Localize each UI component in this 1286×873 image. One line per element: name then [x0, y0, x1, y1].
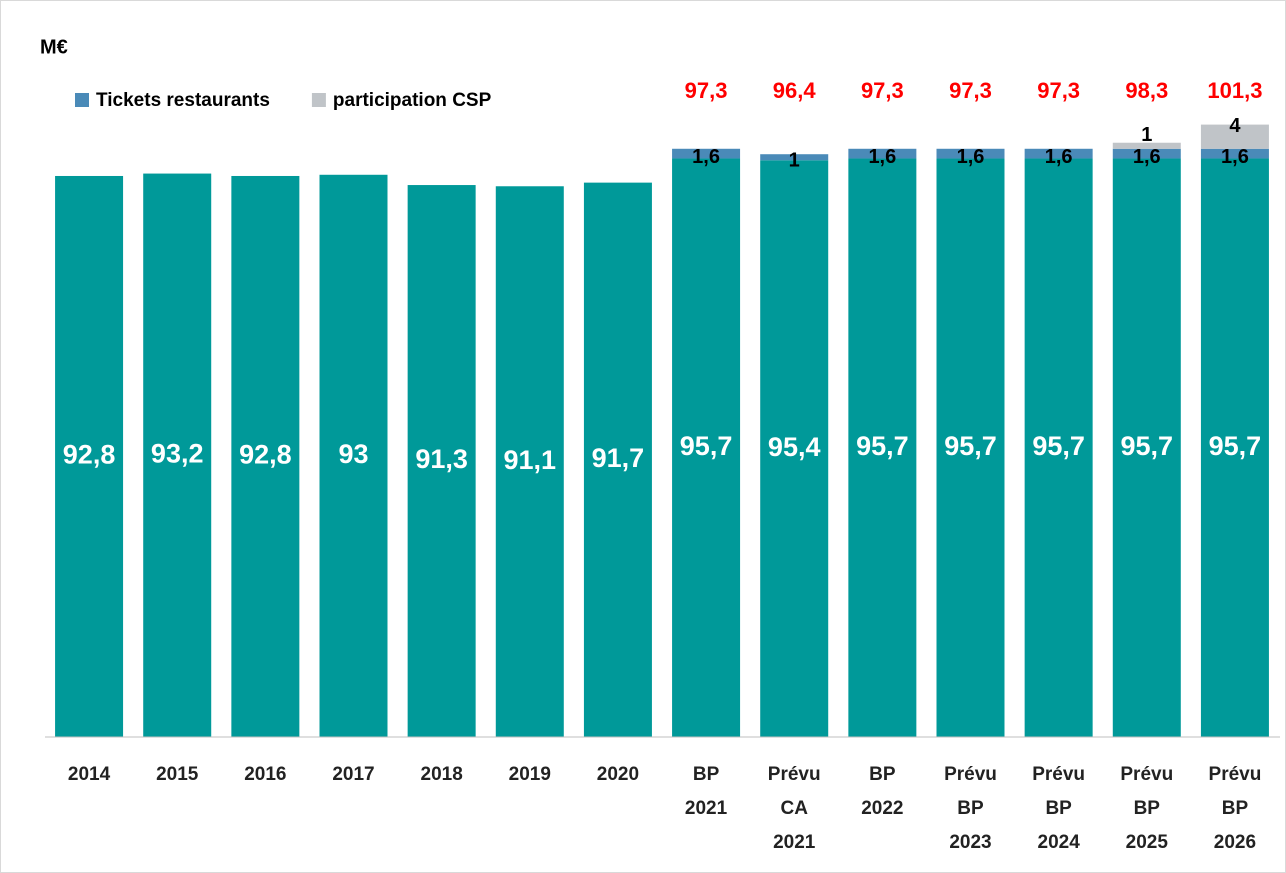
value-label: 1,6	[1133, 146, 1161, 168]
value-label: 1	[789, 150, 800, 172]
total-label: 97,3	[861, 78, 904, 103]
x-tick-label: Prévu	[944, 764, 997, 785]
value-label: 91,3	[415, 444, 468, 474]
value-label: 95,7	[1209, 431, 1262, 461]
x-tick-label: 2024	[1038, 832, 1081, 853]
x-tick-label: BP	[957, 798, 984, 819]
x-tick-label: BP	[1134, 798, 1161, 819]
bar-segment	[1024, 148, 1093, 159]
value-label: 95,7	[1121, 431, 1174, 461]
x-tick-label: 2021	[685, 798, 728, 819]
bar-segment	[1200, 124, 1269, 149]
x-tick-label: 2025	[1126, 832, 1169, 853]
legend-swatch	[311, 93, 326, 107]
x-tick-label: 2016	[244, 764, 286, 785]
value-label: 1,6	[1221, 146, 1249, 168]
bar-segment	[1200, 148, 1269, 159]
value-label: 1,6	[868, 146, 896, 168]
value-label: 1,6	[957, 146, 985, 168]
bar-segment	[760, 160, 829, 737]
total-label: 101,3	[1207, 78, 1262, 103]
x-tick-label: BP	[693, 764, 720, 785]
bar-segment	[231, 175, 300, 737]
total-label: 97,3	[949, 78, 992, 103]
bar-segment	[1112, 142, 1181, 149]
bar-segment	[848, 158, 917, 737]
x-tick-label: 2021	[773, 832, 816, 853]
x-tick-label: 2015	[156, 764, 199, 785]
bar-segment	[583, 182, 652, 737]
bar-segment	[936, 158, 1005, 737]
x-tick-label: 2026	[1214, 832, 1256, 853]
value-label: 91,7	[592, 443, 645, 473]
bar-segment	[55, 175, 124, 737]
value-label: 93	[338, 439, 368, 469]
bar-segment	[1024, 158, 1093, 737]
x-tick-label: BP	[1222, 798, 1249, 819]
total-label: 97,3	[685, 78, 728, 103]
bar-segment	[848, 148, 917, 159]
total-label: 97,3	[1037, 78, 1080, 103]
value-label: 93,2	[151, 438, 204, 468]
value-label: 95,7	[856, 431, 909, 461]
total-label: 96,4	[773, 78, 817, 103]
value-label: 95,7	[680, 431, 733, 461]
bar-segment	[1112, 158, 1181, 737]
x-tick-label: BP	[1045, 798, 1072, 819]
legend-label: Tickets restaurants	[96, 90, 270, 111]
value-label: 95,7	[944, 431, 997, 461]
bar-segment	[672, 148, 741, 159]
value-label: 1,6	[692, 146, 720, 168]
bar-segment	[1200, 158, 1269, 737]
value-label: 92,8	[239, 440, 292, 470]
bar-segment	[936, 148, 1005, 159]
value-label: 95,4	[768, 432, 821, 462]
x-tick-label: CA	[780, 798, 808, 819]
value-label: 91,1	[504, 445, 557, 475]
x-tick-label: 2017	[332, 764, 374, 785]
value-label: 4	[1229, 115, 1241, 137]
legend-label: participation CSP	[333, 90, 492, 111]
x-tick-label: BP	[869, 764, 896, 785]
bar-segment	[495, 186, 564, 737]
value-label: 92,8	[63, 440, 116, 470]
x-tick-label: 2023	[949, 832, 991, 853]
bar-segment	[1112, 148, 1181, 159]
total-label: 98,3	[1125, 78, 1168, 103]
x-tick-label: 2018	[421, 764, 463, 785]
unit-label: M€	[40, 36, 68, 58]
x-tick-label: 2014	[68, 764, 111, 785]
legend-swatch	[75, 93, 89, 107]
bar-segment	[319, 174, 388, 738]
x-tick-label: Prévu	[1209, 764, 1262, 785]
x-tick-label: Prévu	[768, 764, 821, 785]
x-tick-label: 2019	[509, 764, 551, 785]
value-label: 1	[1141, 124, 1152, 146]
x-tick-label: Prévu	[1032, 764, 1085, 785]
value-label: 1,6	[1045, 146, 1073, 168]
bar-segment	[407, 185, 476, 738]
bar-segment	[672, 158, 741, 737]
x-tick-label: Prévu	[1120, 764, 1173, 785]
value-label: 95,7	[1032, 431, 1085, 461]
x-tick-label: 2022	[861, 798, 903, 819]
bar-segment	[760, 154, 829, 161]
x-tick-label: 2020	[597, 764, 639, 785]
bar-segment	[143, 173, 212, 738]
